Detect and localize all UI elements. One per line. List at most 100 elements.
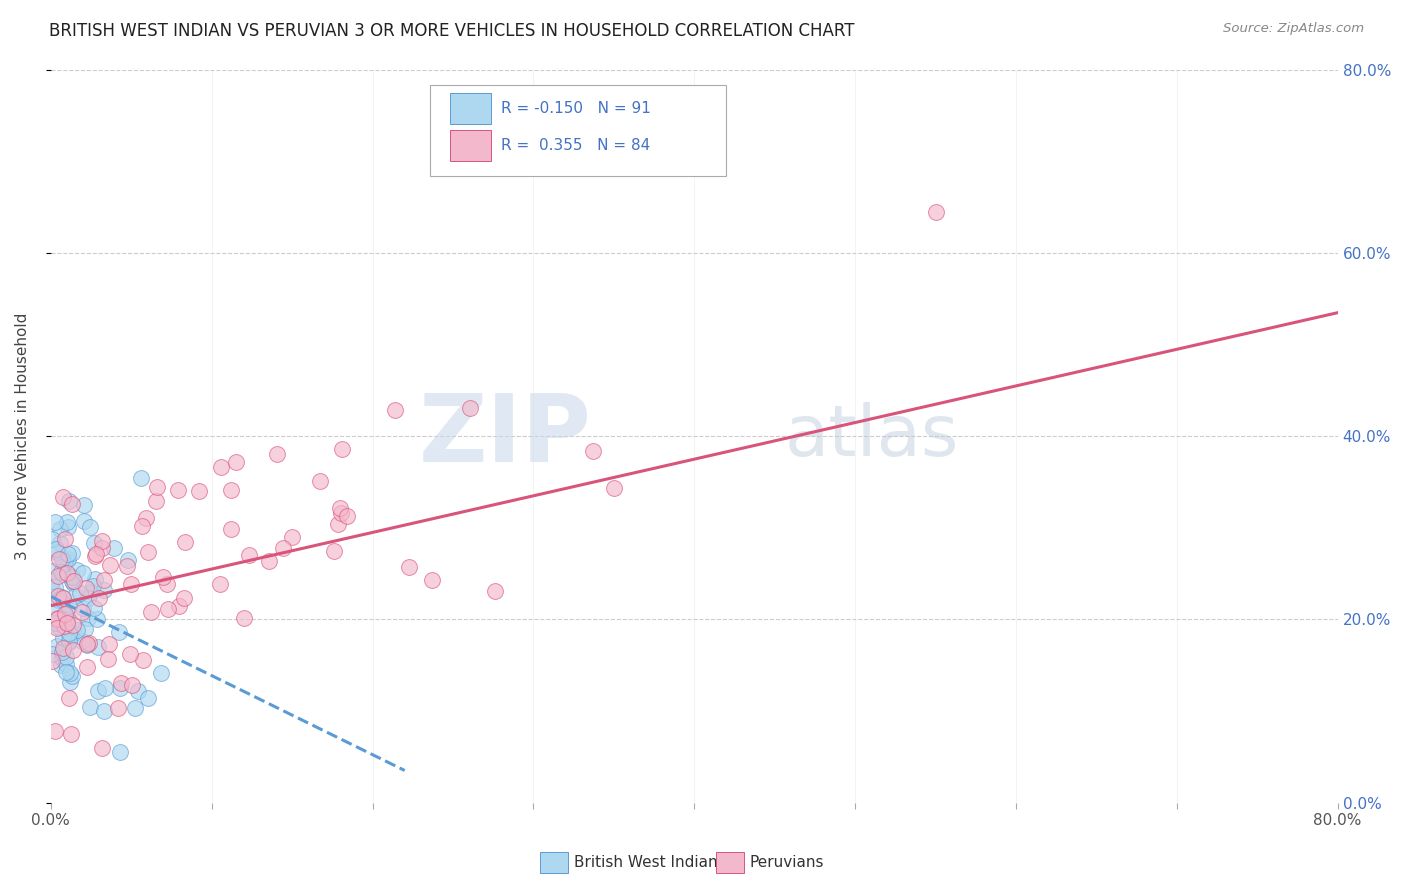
Point bbox=[238, 548, 260, 562]
Point bbox=[233, 611, 256, 625]
Point bbox=[53, 554, 76, 568]
Point bbox=[146, 479, 169, 493]
Point bbox=[46, 610, 69, 624]
Point bbox=[120, 576, 142, 591]
Point bbox=[420, 573, 443, 587]
Point bbox=[121, 678, 143, 692]
Point bbox=[46, 592, 69, 607]
Point bbox=[209, 460, 232, 475]
Point bbox=[91, 541, 114, 556]
Point bbox=[93, 704, 115, 718]
Point bbox=[56, 520, 79, 534]
Point bbox=[132, 653, 155, 667]
Point bbox=[60, 546, 83, 560]
Point bbox=[58, 691, 80, 706]
Point bbox=[55, 649, 77, 664]
Point bbox=[83, 549, 105, 563]
Point bbox=[271, 541, 294, 556]
Point bbox=[72, 566, 94, 581]
Point bbox=[924, 205, 946, 219]
Point bbox=[90, 533, 112, 548]
Point bbox=[167, 599, 190, 613]
Point bbox=[49, 535, 72, 549]
Point bbox=[76, 638, 98, 652]
Point bbox=[52, 591, 75, 606]
Point bbox=[330, 442, 353, 457]
Point bbox=[79, 520, 101, 534]
Point bbox=[80, 584, 103, 599]
Point bbox=[384, 403, 406, 417]
Point bbox=[66, 563, 89, 577]
Point bbox=[46, 621, 69, 635]
Point bbox=[127, 683, 149, 698]
Text: British West Indians: British West Indians bbox=[574, 855, 725, 870]
Point bbox=[59, 674, 82, 689]
Point bbox=[55, 657, 77, 671]
Point bbox=[150, 666, 173, 681]
Point bbox=[73, 498, 96, 512]
Point bbox=[398, 560, 420, 574]
Point bbox=[110, 681, 132, 695]
Point bbox=[336, 508, 359, 523]
Point bbox=[55, 566, 77, 580]
Point bbox=[62, 618, 84, 632]
Point bbox=[225, 454, 247, 468]
Point bbox=[48, 569, 70, 583]
Point bbox=[259, 554, 281, 568]
Point bbox=[52, 641, 75, 656]
Point bbox=[124, 701, 146, 715]
Point bbox=[76, 581, 98, 595]
Text: R = -0.150   N = 91: R = -0.150 N = 91 bbox=[501, 102, 651, 116]
Point bbox=[103, 541, 125, 556]
Point bbox=[167, 483, 190, 497]
Point bbox=[93, 582, 115, 597]
Point bbox=[41, 647, 63, 661]
Point bbox=[110, 676, 132, 690]
Point bbox=[330, 506, 353, 520]
Point bbox=[108, 625, 131, 640]
Point bbox=[97, 637, 120, 651]
Point bbox=[60, 669, 83, 683]
Point bbox=[60, 574, 83, 588]
Text: ZIP: ZIP bbox=[419, 391, 592, 483]
Point bbox=[62, 642, 84, 657]
Point bbox=[97, 652, 120, 666]
Point bbox=[173, 534, 195, 549]
Point bbox=[66, 624, 89, 638]
Text: R =  0.355   N = 84: R = 0.355 N = 84 bbox=[501, 138, 651, 153]
Point bbox=[131, 518, 153, 533]
Point bbox=[56, 615, 79, 630]
Point bbox=[51, 645, 73, 659]
Point bbox=[208, 576, 231, 591]
Point bbox=[51, 566, 73, 580]
Point bbox=[219, 522, 242, 536]
Point bbox=[72, 601, 94, 615]
Point bbox=[44, 723, 66, 738]
Point bbox=[41, 533, 63, 547]
Point bbox=[86, 612, 108, 626]
Point bbox=[82, 579, 104, 593]
Point bbox=[79, 636, 101, 650]
Point bbox=[83, 601, 105, 615]
Point bbox=[62, 575, 84, 590]
Point bbox=[44, 580, 66, 594]
Point bbox=[45, 612, 67, 626]
Point bbox=[51, 651, 73, 665]
Text: Source: ZipAtlas.com: Source: ZipAtlas.com bbox=[1223, 22, 1364, 36]
Point bbox=[51, 590, 73, 604]
Point bbox=[75, 622, 97, 636]
Point bbox=[129, 470, 152, 484]
Point bbox=[63, 574, 86, 588]
Point bbox=[53, 619, 76, 633]
Point bbox=[58, 628, 80, 642]
Point bbox=[42, 564, 65, 578]
Text: atlas: atlas bbox=[785, 401, 959, 471]
Point bbox=[58, 494, 80, 508]
Point bbox=[86, 640, 108, 654]
Point bbox=[83, 535, 105, 549]
Point bbox=[52, 566, 75, 581]
FancyBboxPatch shape bbox=[430, 85, 727, 177]
Point bbox=[77, 611, 100, 625]
Point bbox=[59, 628, 82, 642]
Point bbox=[152, 570, 174, 584]
